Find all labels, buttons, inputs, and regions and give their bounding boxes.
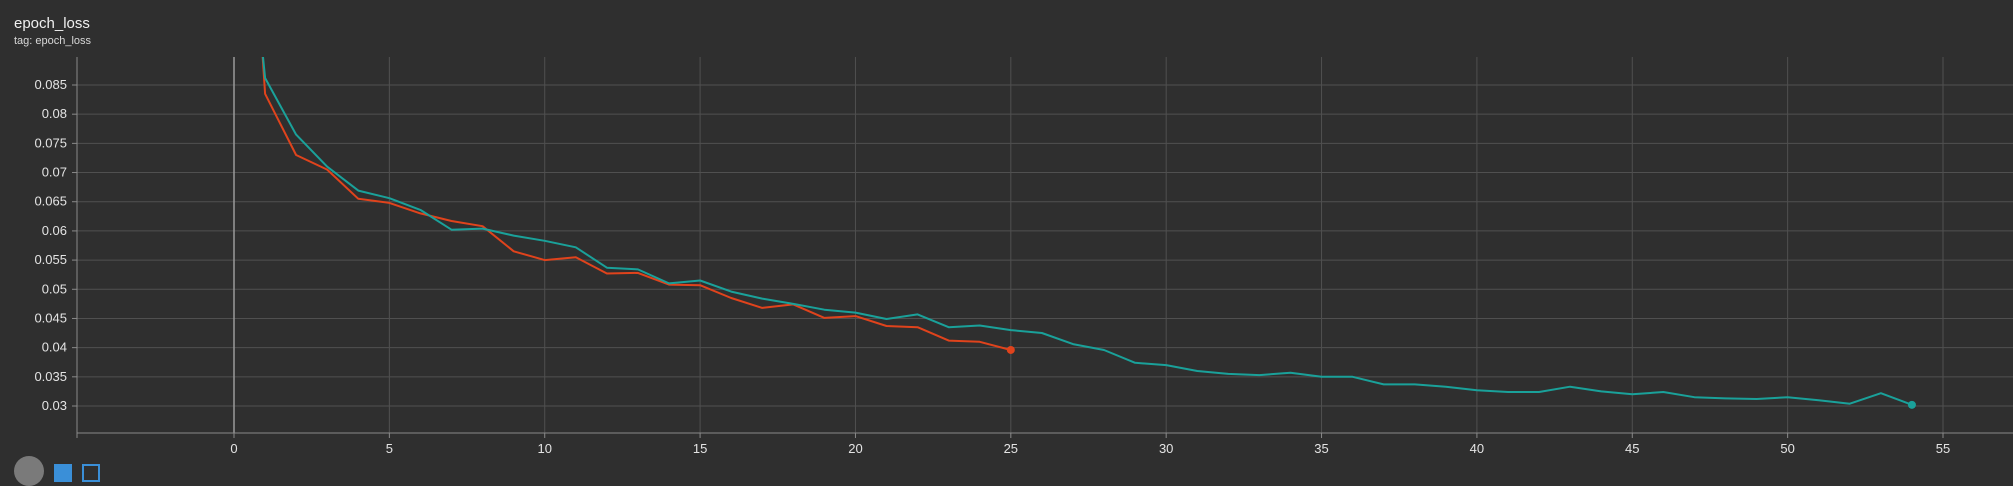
series-line-1[interactable] — [261, 47, 1012, 351]
y-tick-label: 0.075 — [34, 135, 67, 150]
chart-title: epoch_loss — [14, 15, 90, 32]
y-tick-label: 0.045 — [34, 310, 67, 325]
series-end-point-1[interactable] — [1006, 345, 1015, 354]
series-end-point-2[interactable] — [1907, 400, 1916, 409]
y-tick-label: 0.08 — [42, 106, 67, 121]
x-tick-label: 45 — [1625, 441, 1639, 456]
x-tick-label: 10 — [537, 441, 551, 456]
series-line-2[interactable] — [261, 47, 1913, 406]
x-tick-label: 20 — [848, 441, 862, 456]
x-tick-label: 30 — [1159, 441, 1173, 456]
x-tick-label: 15 — [693, 441, 707, 456]
chart-tag: tag: epoch_loss — [14, 35, 92, 47]
y-tick-label: 0.085 — [34, 77, 67, 92]
y-tick-label: 0.055 — [34, 252, 67, 267]
fullscreen-button[interactable] — [54, 464, 72, 482]
x-tick-label: 55 — [1936, 441, 1950, 456]
x-tick-label: 25 — [1004, 441, 1018, 456]
log-scale-button[interactable] — [82, 464, 100, 482]
y-tick-label: 0.065 — [34, 194, 67, 209]
x-tick-label: 40 — [1470, 441, 1484, 456]
y-tick-label: 0.05 — [42, 281, 67, 296]
y-tick-label: 0.03 — [42, 398, 67, 413]
y-tick-label: 0.06 — [42, 223, 67, 238]
chart-header: epoch_loss tag: epoch_loss — [14, 14, 91, 48]
x-tick-label: 50 — [1780, 441, 1794, 456]
x-tick-label: 5 — [386, 441, 393, 456]
chart-toolbar — [14, 456, 124, 486]
y-tick-label: 0.035 — [34, 369, 67, 384]
x-tick-label: 0 — [230, 441, 237, 456]
line-chart[interactable]: 0.03 0.035 0.04 0.045 0.05 0.055 0.06 0.065 0.07… — [0, 0, 2013, 468]
y-tick-label: 0.07 — [42, 165, 67, 180]
expand-toggle-icon[interactable] — [14, 456, 44, 486]
x-tick-label: 35 — [1314, 441, 1328, 456]
y-tick-label: 0.04 — [42, 340, 67, 355]
